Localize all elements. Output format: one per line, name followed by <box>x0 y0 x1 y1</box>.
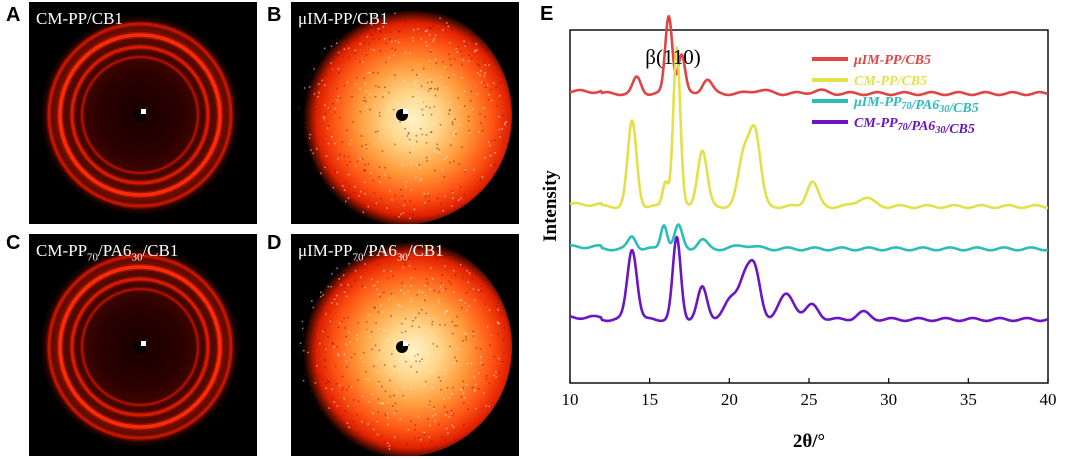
series-line-3 <box>569 223 1049 252</box>
detector-image <box>40 247 240 447</box>
x-tick-label: 40 <box>1040 390 1057 409</box>
x-tick-label: 10 <box>562 390 579 409</box>
legend-label: μIM-PP/CB5 <box>853 53 931 68</box>
legend-label: μIM-PP70/PA630/CB5 <box>853 95 979 116</box>
series-line-2 <box>569 46 1049 210</box>
x-axis-ticks: 10 15 20 25 30 35 40 <box>562 378 1057 409</box>
panel-label-e: E <box>540 3 553 25</box>
series-line-4 <box>569 235 1049 323</box>
detector-image <box>292 5 512 224</box>
saxs-panel-d: μIM-PP70/PA630/CB1 <box>291 234 519 456</box>
legend: μIM-PP/CB5 CM-PP/CB5 μIM-PP70/PA630/CB5CM-… <box>812 53 979 137</box>
saxs-panel-c: CM-PP70/PA630/CB1 <box>29 234 257 456</box>
panel-label-c: C <box>6 232 21 254</box>
x-axis-label: 2θ/° <box>793 431 825 452</box>
detector-image <box>292 237 512 456</box>
panel-title-d: μIM-PP70/PA630/CB1 <box>298 241 444 264</box>
x-tick-label: 15 <box>641 390 658 409</box>
series-layer <box>569 14 1049 323</box>
x-tick-label: 35 <box>960 390 977 409</box>
saxs-panel-b: μIM-PP/CB1 <box>291 2 519 224</box>
panel-title-b: μIM-PP/CB1 <box>298 9 389 28</box>
panel-title-c: CM-PP70/PA630/CB1 <box>36 241 179 264</box>
legend-label: CM-PP/CB5 <box>854 74 927 89</box>
panel-label-a: A <box>6 4 21 26</box>
panel-title-a: CM-PP/CB1 <box>36 9 123 28</box>
panel-label-b: B <box>267 4 282 26</box>
saxs-panel-a: CM-PP/CB1 <box>29 2 257 224</box>
series-line-1 <box>569 14 1049 97</box>
legend-label: CM-PP70/PA630/CB5 <box>854 116 975 137</box>
xrd-chart: E 10 15 20 25 30 35 40 2θ/° Intensity β(110) μ… <box>540 3 1057 452</box>
x-tick-label: 20 <box>721 390 738 409</box>
panel-label-d: D <box>267 232 282 254</box>
x-tick-label: 25 <box>801 390 818 409</box>
beta-110-annotation: β(110) <box>645 45 700 69</box>
y-axis-label: Intensity <box>540 170 561 242</box>
detector-image <box>40 15 240 215</box>
x-tick-label: 30 <box>880 390 897 409</box>
